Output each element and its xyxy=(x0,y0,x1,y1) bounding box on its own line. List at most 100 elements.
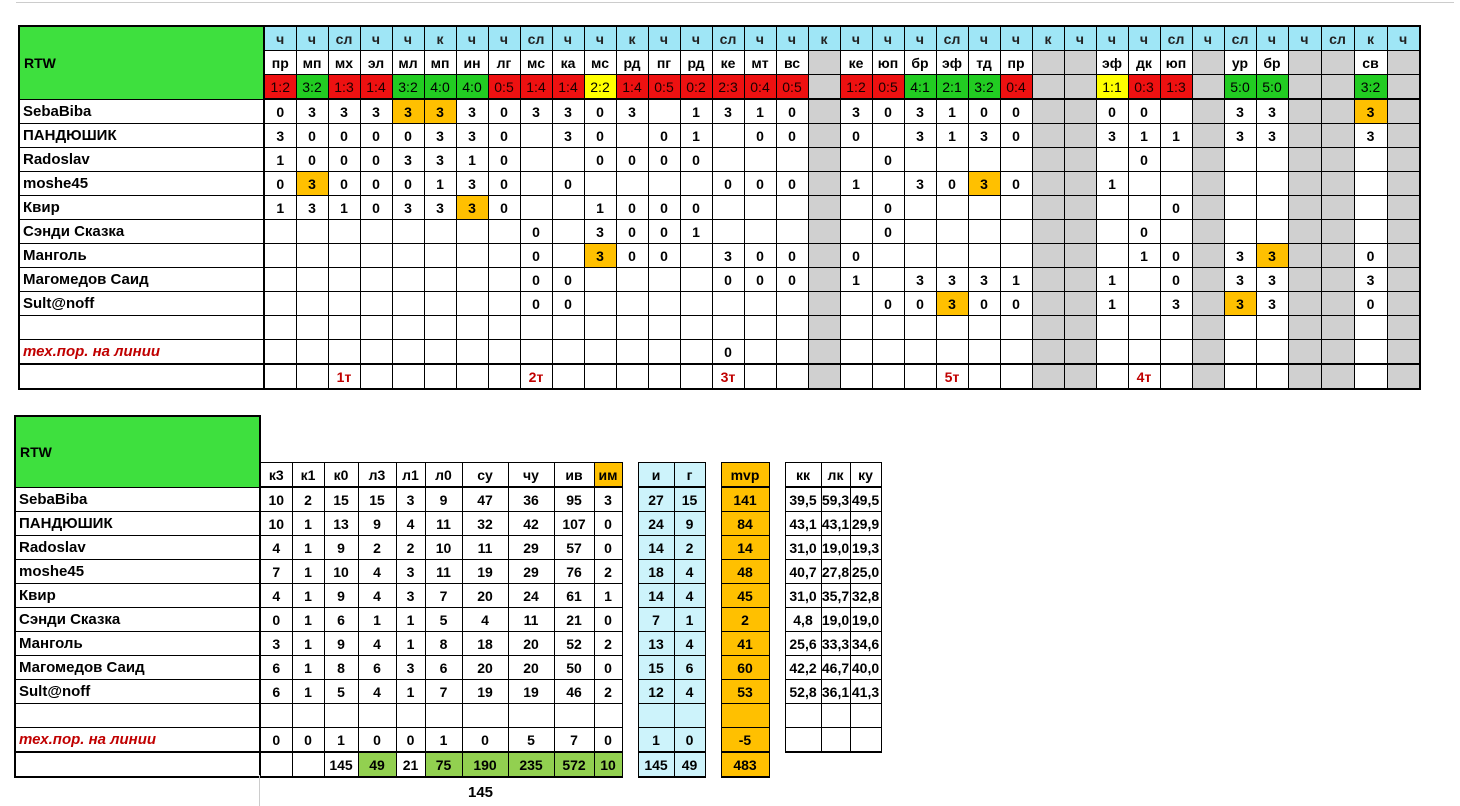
player-cell xyxy=(1255,219,1289,244)
stat-cell: 13 xyxy=(637,631,675,656)
match-score: 5:0 xyxy=(1255,74,1289,100)
player-cell xyxy=(295,219,329,244)
tech-cell xyxy=(1063,339,1097,365)
match-score: 2:3 xyxy=(711,74,745,100)
player-cell xyxy=(1191,291,1225,316)
player-cell xyxy=(583,267,617,292)
match-score: 1:4 xyxy=(551,74,585,100)
player-cell xyxy=(711,123,745,148)
player-cell xyxy=(807,98,841,124)
stat-header: г xyxy=(673,462,706,488)
stat-cell: 3 xyxy=(395,486,426,512)
round-type-header: ч xyxy=(391,25,425,51)
player-cell: 0 xyxy=(679,147,713,172)
column-gap xyxy=(769,631,785,656)
column-gap xyxy=(622,462,638,487)
tour-cell xyxy=(1320,363,1355,390)
player-cell xyxy=(1127,195,1161,220)
empty-cell xyxy=(1095,315,1129,340)
tech-value: 0 xyxy=(291,727,325,753)
stat-cell: 41,3 xyxy=(849,679,882,704)
round-type-header: ч xyxy=(647,25,681,51)
stat-cell: 2 xyxy=(291,486,325,512)
round-type-header: ч xyxy=(295,25,329,51)
opponent-code xyxy=(807,50,841,75)
player-cell xyxy=(551,243,585,268)
stat-header: к0 xyxy=(323,462,359,488)
round-type-header: ч xyxy=(839,25,873,51)
player-cell xyxy=(1287,123,1322,148)
player-cell xyxy=(1063,267,1097,292)
player-cell: 3 xyxy=(967,171,1001,196)
player-cell: 0 xyxy=(327,171,361,196)
tech-cell: 0 xyxy=(711,339,745,365)
player-cell: 0 xyxy=(551,267,585,292)
player-cell xyxy=(935,219,969,244)
tech-value: 0 xyxy=(259,727,293,753)
player-cell: 0 xyxy=(487,123,521,148)
player-cell: 3 xyxy=(1223,267,1257,292)
stat-header: су xyxy=(461,462,509,488)
stat-cell: 24 xyxy=(637,511,675,536)
spacer xyxy=(260,416,292,463)
tech-cell xyxy=(743,339,777,365)
stat-cell: 1 xyxy=(291,583,325,608)
empty-cell xyxy=(839,315,873,340)
player-cell xyxy=(359,243,393,268)
opponent-code xyxy=(1063,50,1097,75)
player-cell xyxy=(519,123,553,148)
player-cell xyxy=(1320,147,1355,172)
player-cell: 0 xyxy=(743,123,777,148)
player-cell: 0 xyxy=(359,147,393,172)
player-cell xyxy=(1191,219,1225,244)
stat-cell: 9 xyxy=(424,486,463,512)
player-cell xyxy=(967,147,1001,172)
player-name: Манголь xyxy=(14,631,261,656)
match-score: 3:2 xyxy=(391,74,425,100)
stat-cell: 40,0 xyxy=(849,655,882,680)
stat-cell: 5 xyxy=(323,679,359,704)
player-cell xyxy=(839,195,873,220)
player-cell: 3 xyxy=(583,219,617,244)
player-cell xyxy=(519,147,553,172)
tour-label xyxy=(18,363,265,390)
stat-cell: 4 xyxy=(357,559,397,584)
match-score xyxy=(807,74,841,100)
column-gap xyxy=(622,511,638,536)
round-type-header: к xyxy=(423,25,457,51)
tour-cell xyxy=(679,363,713,390)
player-cell xyxy=(743,219,777,244)
player-cell xyxy=(1255,147,1289,172)
player-cell xyxy=(1287,171,1322,196)
column-gap xyxy=(622,607,638,632)
stat-cell: 18 xyxy=(461,631,509,656)
column-gap xyxy=(769,511,785,536)
player-cell: 3 xyxy=(967,267,1001,292)
player-name: Магомедов Саид xyxy=(18,267,265,292)
player-cell: 3 xyxy=(935,267,969,292)
column-gap xyxy=(705,607,721,632)
app-title-summary: RTW xyxy=(14,415,261,488)
empty-cell xyxy=(903,315,937,340)
player-cell xyxy=(1191,147,1225,172)
tour-cell xyxy=(1031,363,1065,390)
opponent-code: мл xyxy=(391,50,425,75)
player-cell xyxy=(743,291,777,316)
round-type-header: ч xyxy=(679,25,713,51)
empty-cell xyxy=(487,315,521,340)
empty-cell xyxy=(1223,315,1257,340)
player-cell xyxy=(1386,219,1421,244)
player-cell: 0 xyxy=(487,171,521,196)
match-score: 4:0 xyxy=(455,74,489,100)
player-cell xyxy=(839,291,873,316)
column-gap xyxy=(705,727,721,752)
tour-cell xyxy=(263,363,297,390)
spacer xyxy=(769,416,785,463)
tour-cell xyxy=(359,363,393,390)
player-cell: 0 xyxy=(743,243,777,268)
stat-cell: 3 xyxy=(259,631,293,656)
stat-cell: 0 xyxy=(593,511,623,536)
match-score: 0:5 xyxy=(487,74,521,100)
player-cell: 1 xyxy=(423,171,457,196)
round-type-header: к xyxy=(615,25,649,51)
